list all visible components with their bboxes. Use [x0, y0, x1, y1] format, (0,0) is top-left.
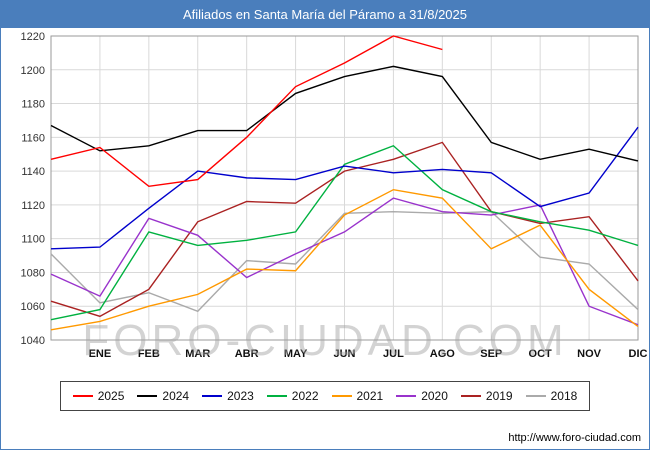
- series-line-2025: [50, 35, 443, 188]
- legend-swatch-2020: [396, 395, 417, 397]
- x-axis-label: MAY: [284, 348, 308, 360]
- series-line-2024: [50, 65, 639, 162]
- series-line-2019: [50, 141, 639, 318]
- y-axis-label: 1160: [21, 132, 45, 144]
- footer-link[interactable]: http://www.foro-ciudad.com: [508, 432, 641, 444]
- legend-swatch-2019: [460, 395, 481, 397]
- legend-label-2022: 2022: [291, 389, 319, 403]
- y-axis-label: 1080: [21, 267, 45, 279]
- legend-item-2022: 2022: [266, 389, 319, 403]
- chart-title: Afiliados en Santa María del Páramo a 31…: [1, 1, 649, 28]
- legend-swatch-2022: [266, 395, 287, 397]
- legend-label-2023: 2023: [227, 389, 254, 403]
- legend-item-2018: 2018: [525, 389, 578, 403]
- x-axis-label: MAR: [185, 348, 210, 360]
- legend-item-2020: 2020: [396, 389, 448, 403]
- legend-label-2025: 2025: [97, 389, 125, 403]
- x-axis-label: SEP: [480, 348, 502, 360]
- legend-swatch-2021: [331, 395, 352, 397]
- series-line-2018: [50, 210, 639, 313]
- y-axis-label: 1100: [21, 234, 45, 246]
- x-axis-label: NOV: [577, 348, 602, 360]
- x-axis-label: JUL: [383, 348, 404, 360]
- series-line-2021: [50, 188, 639, 331]
- y-axis-label: 1120: [21, 200, 45, 212]
- x-axis-label: ABR: [235, 348, 259, 360]
- legend-label-2020: 2020: [421, 389, 448, 403]
- legend-swatch-2023: [202, 395, 223, 397]
- x-axis-label: ENE: [89, 348, 112, 360]
- series-line-2023: [50, 126, 639, 250]
- x-axis-label: JUN: [333, 348, 355, 360]
- x-axis-label: FEB: [138, 348, 160, 360]
- y-axis-label: 1220: [21, 31, 45, 43]
- legend-swatch-2024: [137, 395, 158, 397]
- y-axis-label: 1060: [21, 301, 45, 313]
- legend: 2025 2024 2023 2022 2021 2020 2019 2018: [59, 381, 591, 411]
- x-axis-label: DIC: [629, 348, 648, 360]
- legend-item-2025: 2025: [72, 389, 125, 403]
- y-axis-label: 1040: [21, 335, 45, 347]
- plot-border: [50, 35, 639, 341]
- y-axis-label: 1180: [21, 99, 45, 111]
- legend-label-2019: 2019: [485, 389, 513, 403]
- x-axis-label: OCT: [529, 348, 553, 360]
- legend-swatch-2025: [72, 395, 93, 397]
- legend-swatch-2018: [525, 395, 546, 397]
- legend-item-2024: 2024: [137, 389, 189, 403]
- legend-item-2019: 2019: [460, 389, 513, 403]
- legend-label-2024: 2024: [162, 389, 190, 403]
- legend-item-2023: 2023: [202, 389, 254, 403]
- series-line-2022: [50, 144, 639, 321]
- x-axis-label: AGO: [430, 348, 456, 360]
- legend-label-2021: 2021: [356, 389, 384, 403]
- line-chart: 1040 1060 1080 1100 1120 1140 1160 1180 1200 1220…: [21, 31, 648, 360]
- chart-area: 1040 1060 1080 1100 1120 1140 1160 1180 1200 1220…: [1, 28, 649, 378]
- legend-item-2021: 2021: [331, 389, 384, 403]
- series-line-2020: [50, 197, 639, 326]
- legend-label-2018: 2018: [550, 389, 578, 403]
- y-axis-label: 1140: [21, 166, 45, 178]
- y-axis-label: 1200: [21, 65, 45, 77]
